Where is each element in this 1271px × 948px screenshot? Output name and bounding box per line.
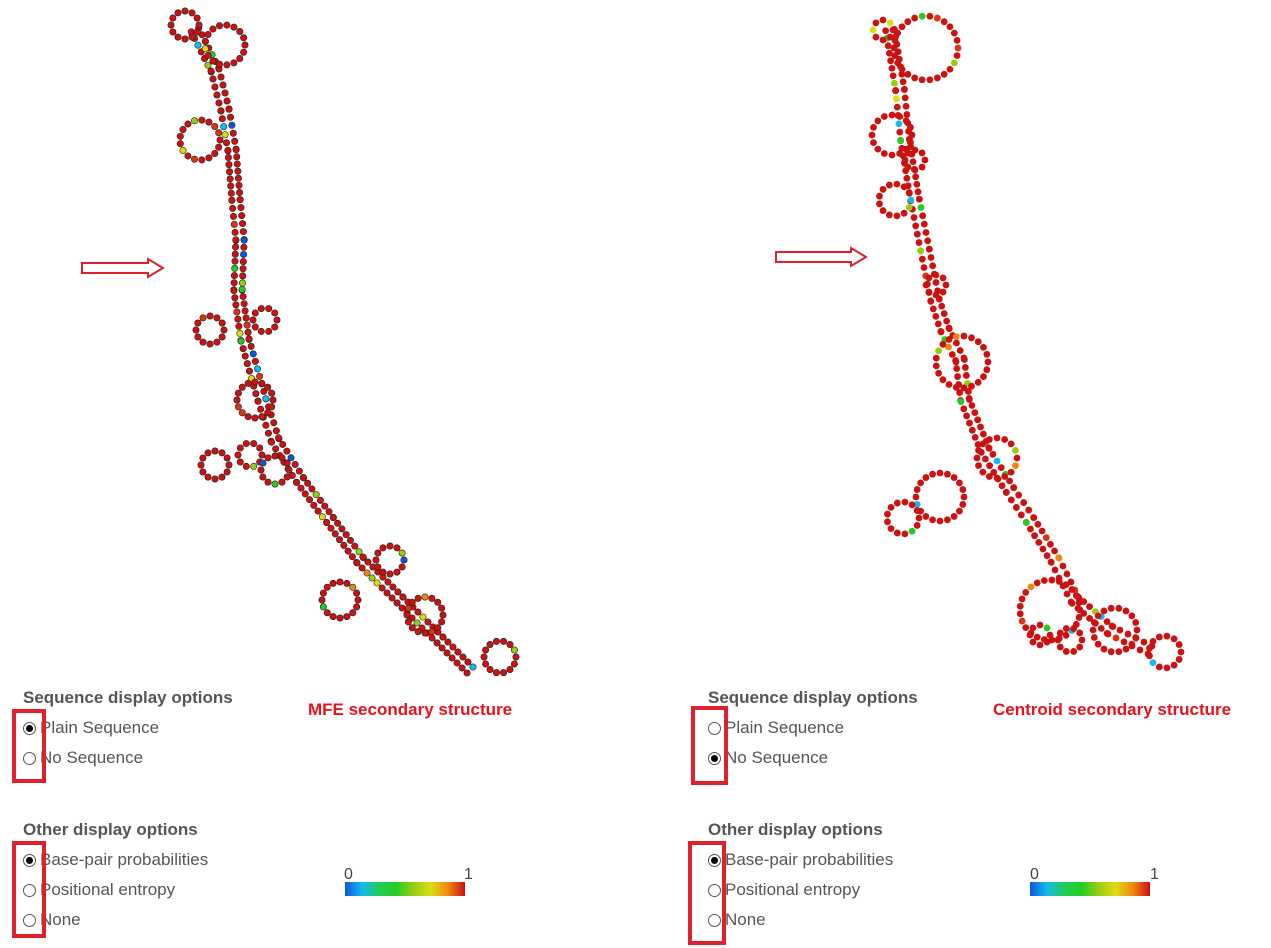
structure-title: MFE secondary structure <box>308 700 513 719</box>
mfe-structure-drawing <box>167 7 520 677</box>
option-base-pair-probabilities[interactable]: Base-pair probabilities <box>23 850 208 870</box>
other-options-title: Other display options <box>708 820 883 839</box>
scale-max-label: 1 <box>1150 866 1159 883</box>
radio-positional-entropy[interactable] <box>23 883 36 897</box>
sequence-options-title: Sequence display options <box>23 688 233 707</box>
highlight-box <box>688 841 726 945</box>
option-label: Positional entropy <box>725 880 861 899</box>
option-plain-sequence[interactable]: Plain Sequence <box>708 718 844 738</box>
scale-max-label: 1 <box>464 866 473 883</box>
option-label: Base-pair probabilities <box>725 850 894 869</box>
option-plain-sequence[interactable]: Plain Sequence <box>23 718 159 738</box>
option-label: Base-pair probabilities <box>40 850 209 869</box>
right-arrow-icon <box>775 246 868 268</box>
highlight-box <box>12 709 46 783</box>
option-no-sequence[interactable]: No Sequence <box>708 748 828 768</box>
scale-min-label: 0 <box>1030 866 1039 883</box>
color-scale-bar <box>345 882 465 896</box>
option-none[interactable]: None <box>708 910 766 930</box>
highlight-box <box>12 841 46 938</box>
option-label: No Sequence <box>725 748 829 767</box>
option-no-sequence[interactable]: No Sequence <box>23 748 143 768</box>
option-label: Plain Sequence <box>40 718 160 737</box>
option-base-pair-probabilities[interactable]: Base-pair probabilities <box>708 850 893 870</box>
left-arrow-icon <box>81 257 165 279</box>
radio-plain-sequence[interactable] <box>23 721 36 735</box>
radio-no-sequence[interactable] <box>708 751 721 765</box>
radio-none[interactable] <box>708 913 721 927</box>
scale-min-label: 0 <box>344 866 353 883</box>
option-positional-entropy[interactable]: Positional entropy <box>708 880 860 900</box>
mfe-panel: MFE secondary structure Sequence display… <box>0 0 636 948</box>
color-scale-bar <box>1030 882 1150 896</box>
option-label: None <box>40 910 81 929</box>
other-options-title: Other display options <box>23 820 198 839</box>
radio-no-sequence[interactable] <box>23 751 36 765</box>
radio-base-pair-probabilities[interactable] <box>708 853 721 867</box>
option-label: Plain Sequence <box>725 718 845 737</box>
highlight-box <box>691 706 728 785</box>
structure-title: Centroid secondary structure <box>993 700 1232 719</box>
option-label: No Sequence <box>40 748 144 767</box>
centroid-structure-drawing <box>868 12 1185 672</box>
radio-positional-entropy[interactable] <box>708 883 721 897</box>
option-positional-entropy[interactable]: Positional entropy <box>23 880 175 900</box>
option-label: None <box>725 910 766 929</box>
radio-none[interactable] <box>23 913 36 927</box>
radio-plain-sequence[interactable] <box>708 721 721 735</box>
radio-base-pair-probabilities[interactable] <box>23 853 36 867</box>
option-label: Positional entropy <box>40 880 176 899</box>
option-none[interactable]: None <box>23 910 81 930</box>
sequence-options-title: Sequence display options <box>708 688 918 707</box>
centroid-panel: Centroid secondary structure Sequence di… <box>636 0 1271 948</box>
